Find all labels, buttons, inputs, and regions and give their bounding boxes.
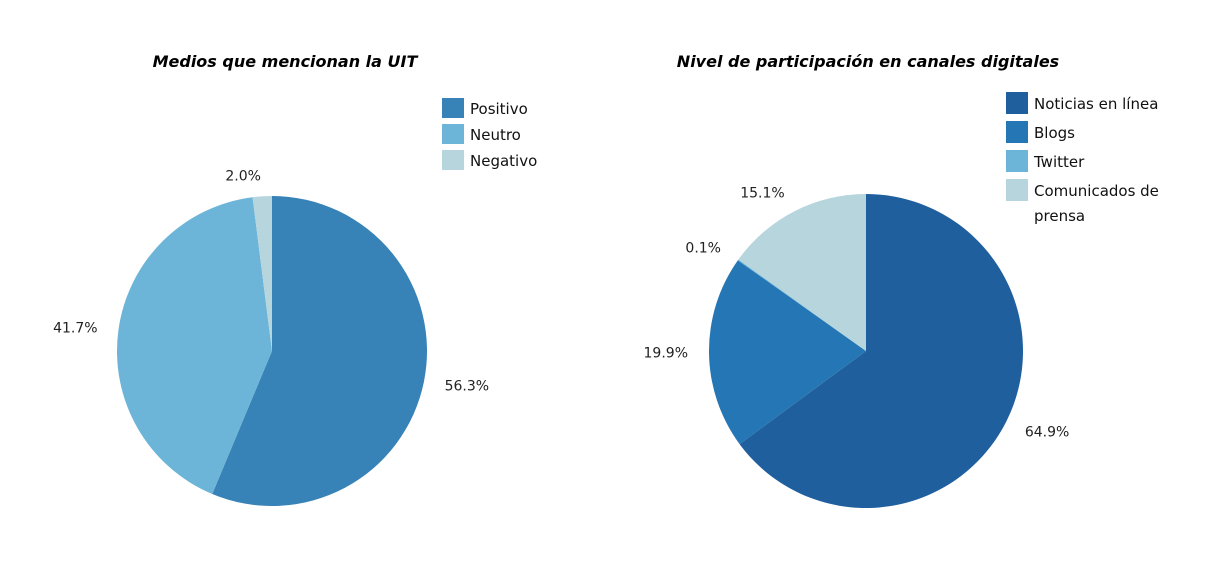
chart-title: Medios que mencionan la UIT xyxy=(153,52,419,71)
legend-swatch xyxy=(442,124,464,144)
legend-item-twitter: Twitter xyxy=(1006,150,1085,172)
legend-label: Blogs xyxy=(1034,124,1075,142)
legend-item-comunicados-de-prensa: Comunicados de prensa xyxy=(1006,179,1159,225)
data-label-positivo: 56.3% xyxy=(445,379,489,395)
chart-canales-digitales: Nivel de participación en canales digita… xyxy=(644,52,1159,509)
legend-item-positivo: Positivo xyxy=(442,98,528,118)
legend-label: Twitter xyxy=(1033,153,1085,171)
legend-label: Noticias en línea xyxy=(1034,95,1158,113)
legend-swatch xyxy=(442,150,464,170)
legend-label: Negativo xyxy=(470,152,537,170)
legend-swatch xyxy=(1006,92,1028,114)
pie-slice-negativo xyxy=(252,196,272,351)
data-label-comunicados-de-prensa: 15.1% xyxy=(740,186,784,202)
data-label-blogs: 19.9% xyxy=(644,346,688,362)
pie-slice-positivo xyxy=(212,196,427,506)
chart-medios-uit: Medios que mencionan la UIT 56.3% 41.7% 2.… xyxy=(53,52,537,506)
legend-swatch xyxy=(1006,179,1028,201)
pie-slice-comunicados-de-prensa xyxy=(738,194,866,351)
legend-label: Comunicados de prensa xyxy=(1034,182,1159,225)
pie-slice-blogs xyxy=(709,260,866,445)
data-label-noticias-en-linea: 64.9% xyxy=(1025,424,1069,440)
legend-item-blogs: Blogs xyxy=(1006,121,1075,143)
legend-label: Neutro xyxy=(470,126,521,144)
legend-item-noticias-en-linea: Noticias en línea xyxy=(1006,92,1158,114)
pie-slice-noticias-en-linea xyxy=(739,193,1024,509)
pie-slice-twitter xyxy=(737,259,866,351)
legend-swatch xyxy=(1006,121,1028,143)
chart-title: Nivel de participación en canales digita… xyxy=(677,52,1059,71)
legend-swatch xyxy=(442,98,464,118)
legend-item-negativo: Negativo xyxy=(442,150,537,170)
legend-swatch xyxy=(1006,150,1028,172)
data-label-negativo: 2.0% xyxy=(225,168,261,184)
pie-slice-neutro xyxy=(116,197,273,495)
data-label-twitter: 0.1% xyxy=(685,241,721,257)
data-label-neutro: 41.7% xyxy=(53,320,97,336)
legend-item-neutro: Neutro xyxy=(442,124,521,144)
legend-label: Positivo xyxy=(470,100,528,118)
